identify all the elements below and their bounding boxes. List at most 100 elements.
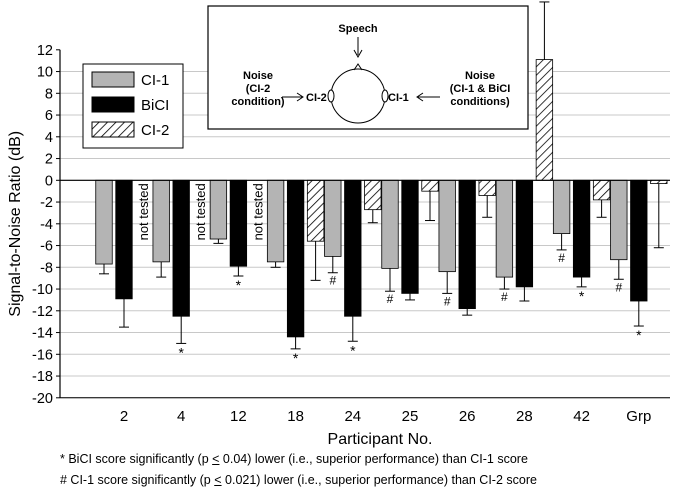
bar-ci1 <box>495 179 514 278</box>
not-tested-label: not tested <box>250 183 265 240</box>
bar-ci2 <box>592 179 611 201</box>
y-axis-title: Signal-to-Noise Ratio (dB) <box>7 131 24 317</box>
x-tick-label: 28 <box>516 408 533 425</box>
bar-bici <box>172 179 190 317</box>
y-tick-label: -14 <box>32 326 53 342</box>
le-symbol: < <box>212 452 220 466</box>
x-tick-label: 12 <box>230 408 247 425</box>
x-tick-label: 4 <box>177 408 185 425</box>
x-tick-label: 24 <box>344 408 361 425</box>
y-tick-label: -6 <box>40 239 53 255</box>
y-tick-label: 8 <box>45 86 53 102</box>
inset-left-arrowhead <box>296 92 304 102</box>
bar-ci1 <box>381 179 399 269</box>
y-tick-label: -10 <box>32 282 53 298</box>
y-tick-label: -2 <box>40 195 53 211</box>
bar-ci1 <box>324 179 342 257</box>
bar-bici <box>630 179 648 302</box>
x-axis-title: Participant No. <box>328 431 433 448</box>
bar-ci2 <box>306 179 325 242</box>
inset-left-noise-label: (CI-2 <box>246 83 270 95</box>
significance-star: * <box>579 288 585 304</box>
significance-star: * <box>350 342 356 358</box>
bar-bici <box>286 179 305 338</box>
legend-swatch <box>91 71 135 88</box>
legend-label: BiCI <box>141 97 169 114</box>
x-tick-label: 2 <box>120 408 128 425</box>
bar-ci1 <box>152 179 170 263</box>
right-ear-icon <box>381 89 389 103</box>
bar-ci2 <box>364 179 382 211</box>
inset-right-noise-label: (CI-1 & BiCI <box>450 83 511 95</box>
bar-bici <box>515 179 534 288</box>
bar-ci1 <box>552 179 571 234</box>
significance-hash: # <box>501 290 508 304</box>
x-tick-label: 42 <box>573 408 590 425</box>
y-tick-label: 6 <box>45 108 53 124</box>
bar-ci1 <box>266 179 285 263</box>
bar-ci2 <box>421 179 439 192</box>
x-tick-label: 18 <box>287 408 304 425</box>
bar-ci1 <box>95 179 113 265</box>
x-tick-label: Grp <box>626 408 651 425</box>
bar-ci2 <box>535 59 554 181</box>
inset-speech-label: Speech <box>338 23 377 35</box>
footnote-star: * BiCI score significantly (p < 0.04) lo… <box>60 452 528 466</box>
not-tested-label: not tested <box>193 183 208 240</box>
bar-ci2 <box>478 179 496 196</box>
y-tick-label: -16 <box>32 347 53 363</box>
significance-star: * <box>178 344 184 360</box>
y-tick-label: -8 <box>40 260 53 276</box>
bar-bici <box>458 179 476 310</box>
bar-bici <box>344 179 362 317</box>
significance-hash: # <box>615 280 622 294</box>
y-tick-label: 4 <box>45 130 53 146</box>
inset-right-noise-label: Noise <box>465 70 495 82</box>
bar-ci1 <box>209 179 228 240</box>
significance-star: * <box>293 350 299 366</box>
legend-label: CI-2 <box>141 122 169 139</box>
significance-hash: # <box>329 274 336 288</box>
bar-bici <box>572 179 591 278</box>
significance-star: * <box>636 327 642 343</box>
y-tick-label: 2 <box>45 152 53 168</box>
y-tick-label: -4 <box>40 217 53 233</box>
inset-left-noise-label: Noise <box>243 70 273 82</box>
inset-right-arrowhead <box>416 92 424 102</box>
significance-hash: # <box>387 292 394 306</box>
y-tick-label: 0 <box>45 173 53 189</box>
inset-right-noise-label: conditions) <box>450 96 510 108</box>
footnote-star-suffix: 0.04) lower (i.e., superior performance)… <box>219 452 528 466</box>
y-tick-label: -18 <box>32 369 53 385</box>
legend-label: CI-1 <box>141 72 169 89</box>
bar-ci1 <box>610 179 628 261</box>
footnote-hash: # CI-1 score significantly (p < 0.021) l… <box>60 473 537 487</box>
footnote-star-prefix: * BiCI score significantly (p <box>60 452 213 466</box>
bar-bici <box>229 179 248 267</box>
y-tick-label: 12 <box>37 43 53 59</box>
not-tested-label: not tested <box>136 183 151 240</box>
le-symbol: < <box>214 473 222 487</box>
significance-hash: # <box>444 294 451 308</box>
bar-bici <box>115 179 133 300</box>
bar-ci1 <box>438 179 456 273</box>
nose-icon <box>353 63 363 71</box>
significance-hash: # <box>558 251 565 265</box>
y-tick-label: 10 <box>37 65 53 81</box>
y-tick-label: -20 <box>32 391 53 407</box>
legend-swatch <box>91 121 135 138</box>
bar-bici <box>401 179 419 294</box>
footnote-hash-suffix: 0.021) lower (i.e., superior performance… <box>221 473 537 487</box>
x-tick-label: 26 <box>459 408 476 425</box>
footnote-hash-prefix: # CI-1 score significantly (p <box>60 473 215 487</box>
inset-left-noise-label: condition) <box>231 96 284 108</box>
head-icon <box>330 68 386 124</box>
inset-speech-arrowhead <box>353 49 363 59</box>
legend-swatch <box>91 96 135 113</box>
left-ear-icon <box>327 89 335 103</box>
inset-ci2-label: CI-2 <box>306 92 327 104</box>
inset-ci1-label: CI-1 <box>388 92 409 104</box>
x-tick-label: 25 <box>402 408 419 425</box>
y-tick-label: -12 <box>32 304 53 320</box>
